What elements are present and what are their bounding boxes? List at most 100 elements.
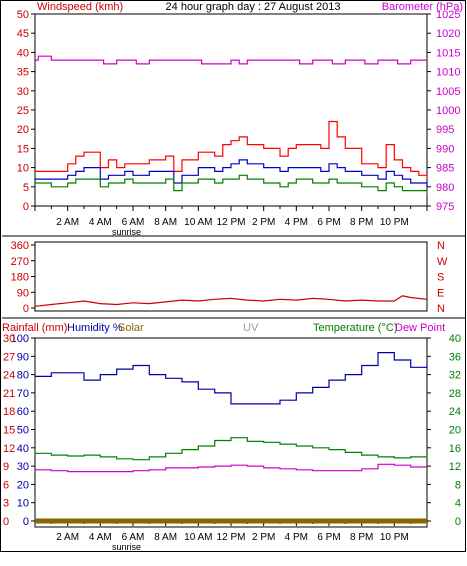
x-tick-label: 4 AM bbox=[89, 532, 112, 543]
x-tick-label: 8 PM bbox=[350, 532, 373, 543]
humidity-label: Humidity % bbox=[67, 322, 123, 334]
humidity-y-tick-label: 80 bbox=[17, 370, 29, 382]
humidity-series-line bbox=[35, 352, 428, 405]
rainfall-y-tick-label: 15 bbox=[3, 425, 15, 437]
direction-y-tick-label: 180 bbox=[11, 272, 29, 284]
x-tick-label: 2 AM bbox=[56, 217, 79, 228]
temperature-y-tick-label: 16 bbox=[449, 443, 461, 455]
temperature-y-tick-label: 40 bbox=[449, 333, 461, 345]
rainfall-y-tick-label: 27 bbox=[3, 351, 15, 363]
wind-y-tick-label: 15 bbox=[17, 143, 29, 155]
humidity-y-tick-label: 100 bbox=[11, 333, 29, 345]
temperature-y-tick-label: 0 bbox=[455, 516, 461, 528]
direction-y-tick-label: 360 bbox=[11, 240, 29, 252]
rainfall-y-tick-label: 24 bbox=[3, 370, 15, 382]
wind-y-tick-label: 30 bbox=[17, 86, 29, 98]
dewpoint-series-line bbox=[35, 463, 427, 473]
barometer-y-tick-label: 980 bbox=[436, 182, 454, 194]
humidity-y-tick-label: 90 bbox=[17, 351, 29, 363]
rainfall-y-tick-label: 0 bbox=[3, 516, 9, 528]
humidity-y-tick-label: 60 bbox=[17, 406, 29, 418]
x-tick-label: 8 PM bbox=[350, 217, 373, 228]
humidity-y-tick-label: 40 bbox=[17, 443, 29, 455]
x-tick-label: 6 PM bbox=[317, 532, 340, 543]
solar-label: Solar bbox=[118, 322, 144, 334]
x-tick-label: 8 AM bbox=[154, 217, 177, 228]
climate-plot-area bbox=[34, 337, 428, 528]
x-tick-label: 6 AM bbox=[122, 532, 145, 543]
humidity-y-tick-label: 10 bbox=[17, 498, 29, 510]
x-tick-label: 12 PM bbox=[217, 217, 246, 228]
x-tick-label: 8 AM bbox=[154, 532, 177, 543]
barometer-y-tick-label: 1010 bbox=[436, 67, 460, 79]
x-tick-label: 2 AM bbox=[56, 532, 79, 543]
direction-y-tick-label: 0 bbox=[23, 303, 29, 315]
temperature-y-tick-label: 20 bbox=[449, 425, 461, 437]
compass-label: E bbox=[437, 287, 444, 299]
x-tick-label: 10 PM bbox=[380, 217, 409, 228]
wind-y-tick-label: 10 bbox=[17, 163, 29, 175]
temperature-y-tick-label: 36 bbox=[449, 351, 461, 363]
barometer-y-tick-label: 1000 bbox=[436, 105, 460, 117]
wind_low-series-line bbox=[35, 174, 428, 195]
humidity-y-tick-label: 50 bbox=[17, 425, 29, 437]
dewpoint-label: Dew Point bbox=[395, 322, 445, 334]
outer-border bbox=[0, 0, 466, 552]
barometer-y-tick-label: 1020 bbox=[436, 28, 460, 40]
wind-y-tick-label: 20 bbox=[17, 124, 29, 136]
humidity-y-tick-label: 20 bbox=[17, 479, 29, 491]
barometer-y-tick-label: 990 bbox=[436, 143, 454, 155]
x-tick-label: 4 PM bbox=[285, 217, 308, 228]
x-tick-label: 6 AM bbox=[122, 217, 145, 228]
temperature-y-tick-label: 32 bbox=[449, 370, 461, 382]
x-tick-label: 10 AM bbox=[184, 532, 212, 543]
x-tick-label: 4 AM bbox=[89, 217, 112, 228]
wind_avg-series-line bbox=[35, 159, 428, 187]
humidity-y-tick-label: 70 bbox=[17, 388, 29, 400]
wind-y-tick-label: 40 bbox=[17, 47, 29, 59]
uv-label: UV bbox=[243, 322, 259, 334]
barometer-axis-label: Barometer (hPa) bbox=[382, 1, 463, 13]
wind-y-tick-label: 25 bbox=[17, 105, 29, 117]
rainfall-y-tick-label: 21 bbox=[3, 388, 15, 400]
compass-label: N bbox=[437, 240, 445, 252]
temperature-y-tick-label: 8 bbox=[455, 479, 461, 491]
x-tick-label: 10 PM bbox=[380, 532, 409, 543]
x-tick-label: 2 PM bbox=[252, 532, 275, 543]
compass-label: N bbox=[437, 303, 445, 315]
series-layer bbox=[34, 55, 428, 524]
rainfall-y-tick-label: 6 bbox=[3, 479, 9, 491]
rainfall-y-tick-label: 3 bbox=[3, 498, 9, 510]
rainfall-y-tick-label: 12 bbox=[3, 443, 15, 455]
gust-series-line bbox=[35, 120, 428, 180]
x-tick-label: 6 PM bbox=[317, 217, 340, 228]
wind-y-tick-label: 45 bbox=[17, 28, 29, 40]
wind-y-tick-label: 50 bbox=[17, 9, 29, 21]
rainfall-y-tick-label: 18 bbox=[3, 406, 15, 418]
barometer-y-tick-label: 985 bbox=[436, 163, 454, 175]
wind-y-tick-label: 35 bbox=[17, 67, 29, 79]
humidity-y-tick-label: 30 bbox=[17, 461, 29, 473]
rainfall-label: Rainfall (mm) bbox=[2, 322, 67, 334]
wind_direction-series-line bbox=[34, 295, 428, 307]
x-tick-label: 12 PM bbox=[217, 532, 246, 543]
wind-plot-area bbox=[34, 13, 428, 207]
temperature-label: Temperature (°C) bbox=[313, 322, 397, 334]
x-tick-label: 10 AM bbox=[184, 217, 212, 228]
x-tick-label: 4 PM bbox=[285, 532, 308, 543]
windspeed-axis-label: Windspeed (kmh) bbox=[37, 1, 123, 13]
x-tick-label: 2 PM bbox=[252, 217, 275, 228]
barometer-y-tick-label: 995 bbox=[436, 124, 454, 136]
compass-label: S bbox=[437, 272, 444, 284]
barometer-y-tick-label: 1025 bbox=[436, 9, 460, 21]
temperature-y-tick-label: 4 bbox=[455, 498, 461, 510]
graph-title: 24 hour graph day : 27 August 2013 bbox=[166, 1, 341, 13]
direction-y-tick-label: 270 bbox=[11, 256, 29, 268]
temperature-y-tick-label: 24 bbox=[449, 406, 461, 418]
rainfall-y-tick-label: 30 bbox=[3, 333, 15, 345]
barometer-y-tick-label: 1015 bbox=[436, 47, 460, 59]
temperature-series-line bbox=[35, 437, 428, 461]
barometer-series-line bbox=[35, 55, 427, 65]
wind-y-tick-label: 5 bbox=[23, 182, 29, 194]
